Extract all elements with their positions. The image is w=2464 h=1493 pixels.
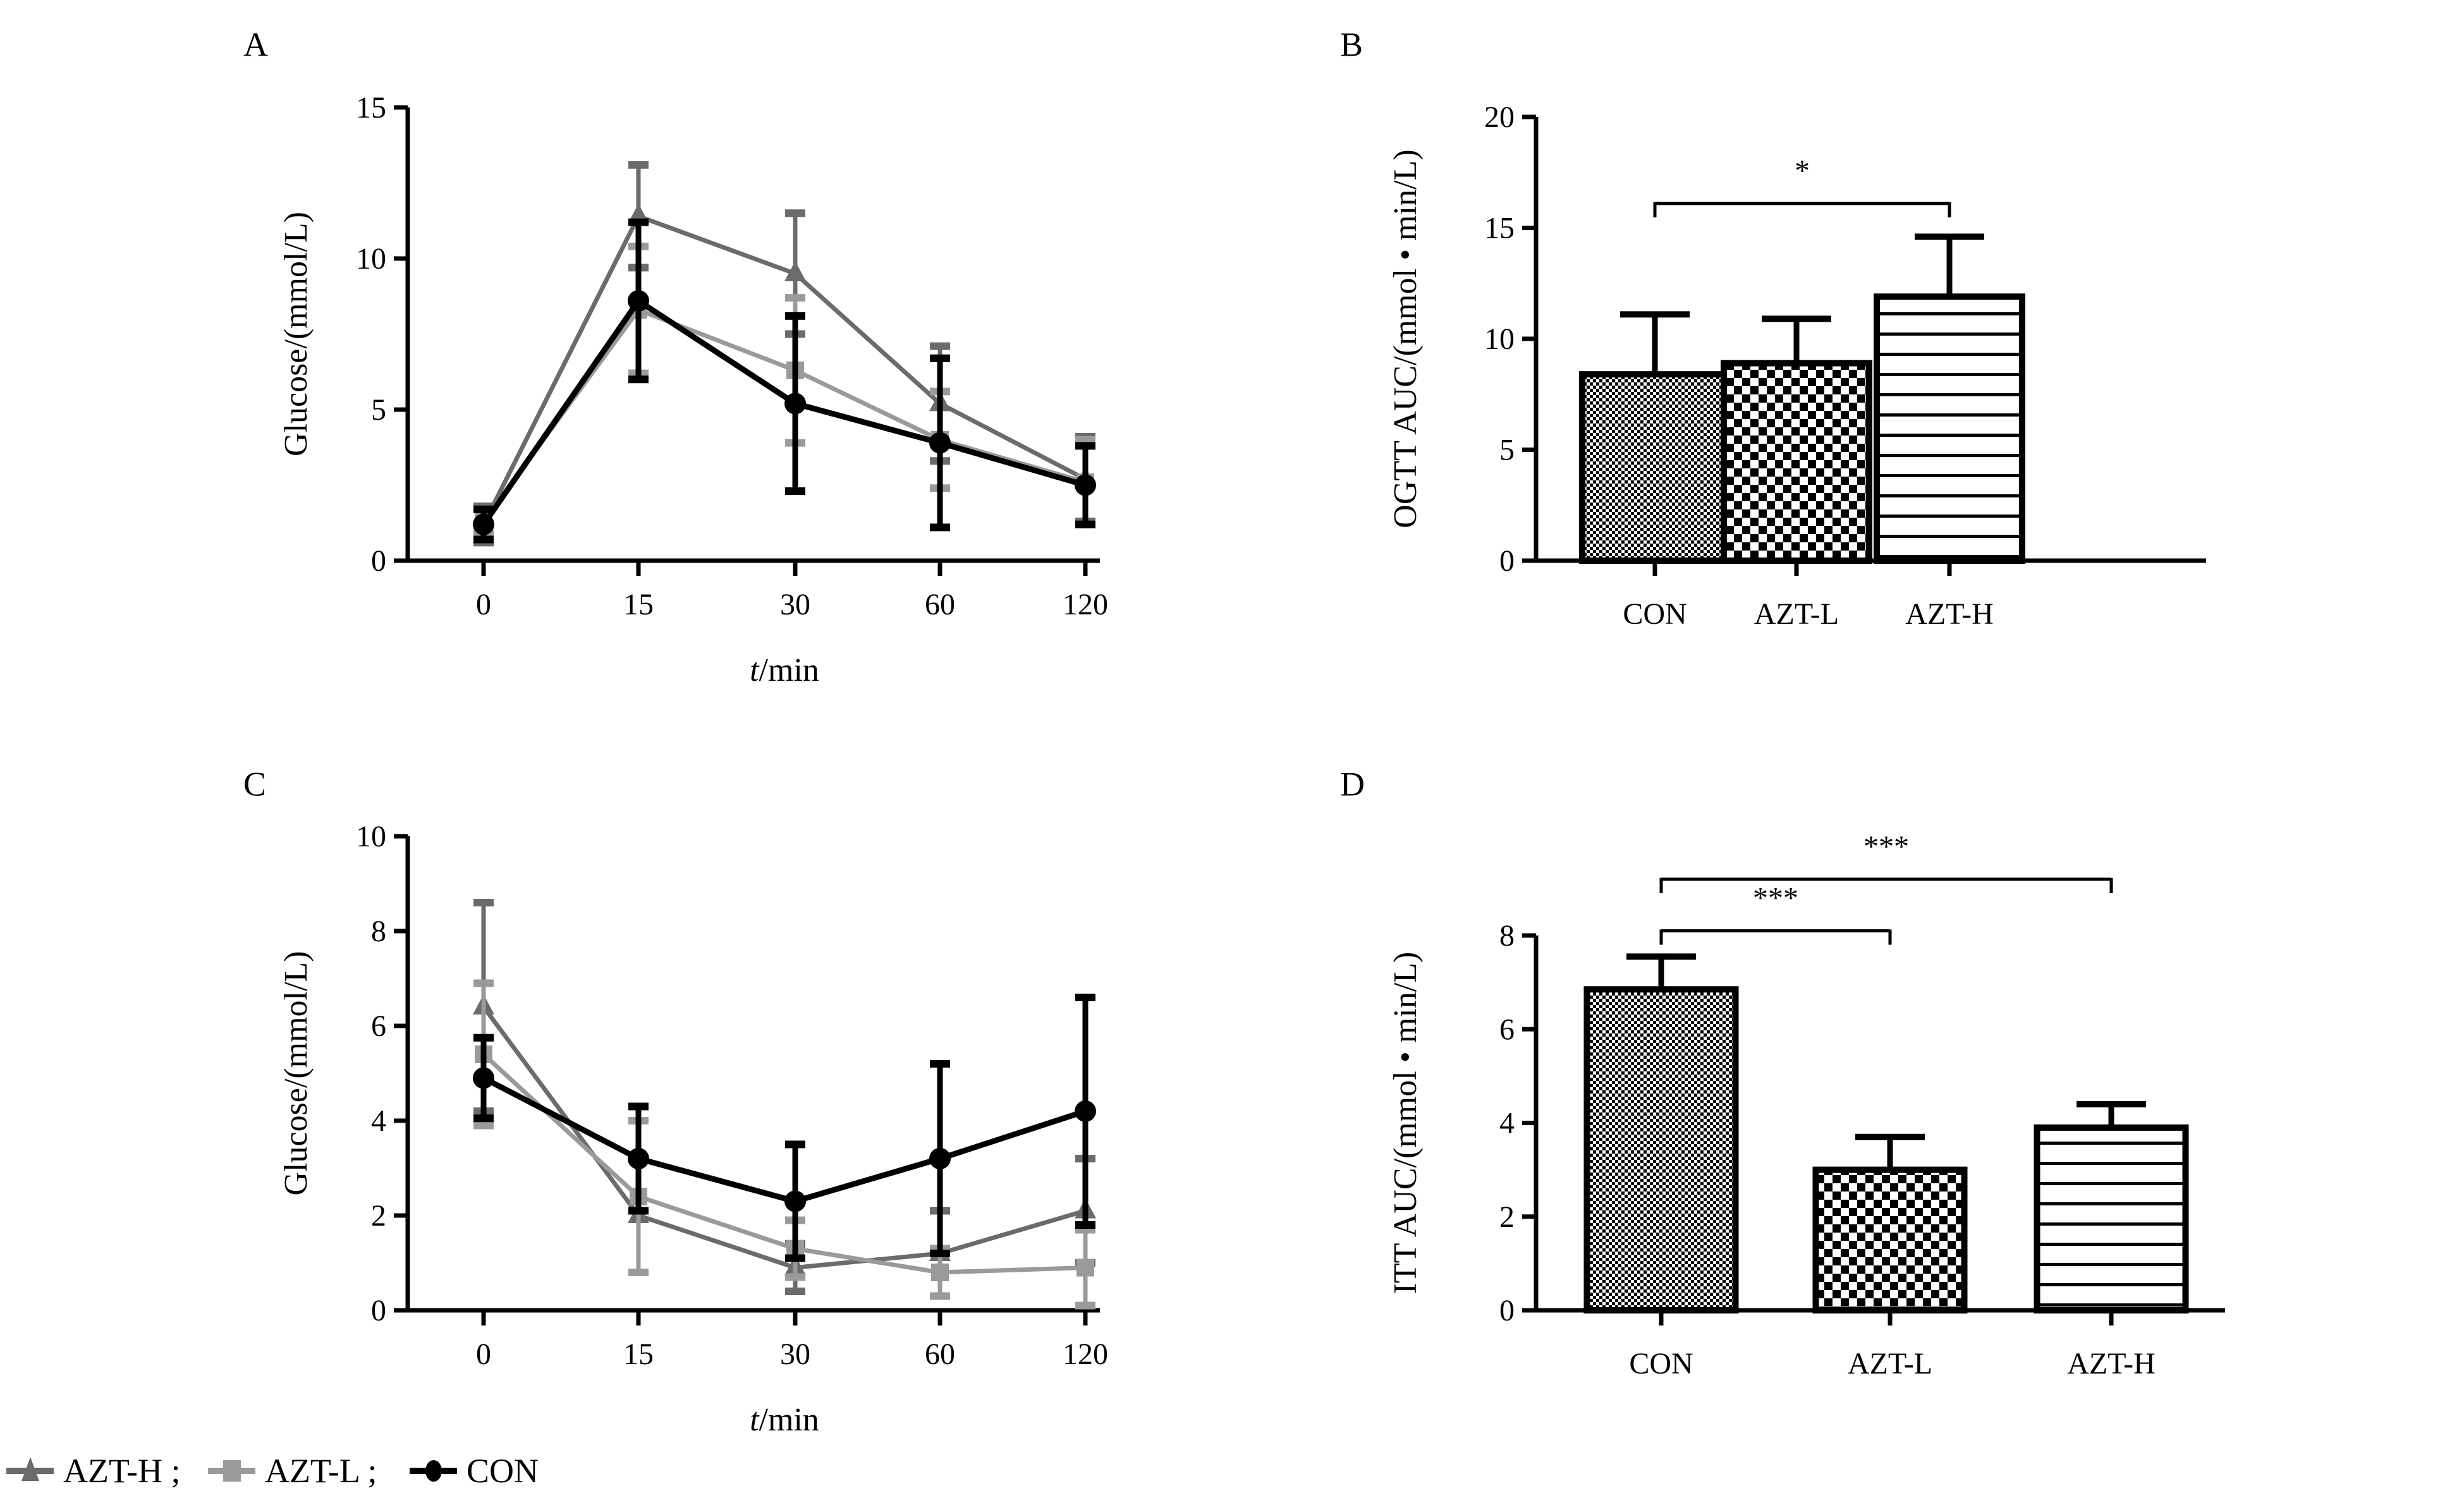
y-tick-label: 5 — [371, 393, 386, 427]
series-azt-h — [473, 161, 1096, 547]
x-tick-label: 15 — [623, 588, 654, 621]
legend-item-con: CON — [410, 1452, 539, 1490]
bar-azt-h — [2034, 1124, 2189, 1313]
y-tick-label: 4 — [1499, 1107, 1515, 1140]
panel-label: A — [243, 25, 268, 63]
chart-panel-c: C 0 2 4 6 8 10 0 15 30 60 120 Glucose/(mmol/L) t/min — [243, 765, 1108, 1438]
data-point — [784, 393, 806, 415]
significance-label: *** — [1863, 830, 1909, 863]
data-point — [929, 432, 951, 454]
x-tick-label: AZT-L — [1754, 597, 1839, 631]
y-tick-label: 4 — [371, 1104, 386, 1138]
y-tick-label: 15 — [356, 91, 386, 125]
significance-bracket: *** — [1659, 830, 2113, 894]
y-axis-title: OGTT AUC/(mmol • min/L) — [1388, 149, 1424, 528]
y-axis-title: ITT AUC/(mmol • min/L) — [1388, 952, 1424, 1295]
legend-label: AZT-H ; — [63, 1452, 181, 1490]
x-tick-label: 0 — [476, 588, 491, 621]
data-point — [1075, 474, 1096, 496]
y-tick-label: 10 — [356, 820, 386, 853]
x-tick-label: CON — [1623, 597, 1686, 631]
series-line — [482, 1052, 1086, 1275]
x-tick-label: 0 — [476, 1338, 491, 1371]
data-point — [628, 289, 649, 312]
legend-label: AZT-L ; — [265, 1452, 377, 1490]
x-tick-label: 30 — [780, 588, 810, 621]
bar-con — [1583, 986, 1739, 1314]
data-point — [628, 1148, 649, 1169]
x-tick-label: 60 — [925, 1338, 955, 1371]
data-point — [473, 513, 494, 535]
significance-label: * — [1795, 154, 1810, 188]
x-tick-label: 60 — [925, 588, 955, 621]
legend-label: CON — [467, 1452, 539, 1490]
data-point — [473, 1067, 494, 1089]
legend: AZT-H ; AZT-L ; CON — [6, 1452, 539, 1490]
y-tick-label: 10 — [356, 242, 386, 276]
x-tick-label: AZT-L — [1848, 1347, 1932, 1380]
series-azt-l — [473, 979, 1095, 1310]
data-point — [1075, 1100, 1096, 1122]
series-line — [481, 214, 1087, 526]
y-tick-label: 8 — [1499, 919, 1515, 953]
y-tick-label: 0 — [371, 544, 386, 578]
x-axis-title: t/min — [750, 1402, 819, 1438]
y-tick-label: 15 — [1484, 212, 1515, 245]
significance-bracket: *** — [1659, 882, 1892, 945]
y-axis-title: Glucose/(mmol/L) — [278, 212, 314, 456]
series-line — [481, 298, 1087, 527]
y-tick-label: 0 — [1499, 1294, 1515, 1327]
legend-marker-icon — [425, 1460, 442, 1482]
data-point — [929, 1148, 951, 1169]
chart-panel-b: B 0 5 10 15 20 CON AZT-L AZT-H OGTT AUC/(mmol • m… — [1340, 25, 2206, 631]
bar-azt-h — [1874, 293, 2025, 564]
panel-label: C — [243, 765, 266, 803]
y-tick-label: 2 — [1499, 1200, 1515, 1234]
chart-panel-d: D 0 2 4 6 8 CON AZT-L AZT-H ITT AUC/(mmol • min/L… — [1340, 765, 2225, 1380]
x-tick-label: 120 — [1063, 1338, 1108, 1371]
x-tick-label: 15 — [623, 1338, 654, 1371]
bar-con — [1579, 371, 1731, 564]
y-axis-title: Glucose/(mmol/L) — [278, 951, 314, 1195]
legend-item-azt-l: AZT-L ; — [208, 1452, 377, 1490]
data-point — [784, 1190, 806, 1212]
series-con — [473, 218, 1096, 544]
panel-label: D — [1340, 765, 1365, 803]
x-tick-label: AZT-H — [1905, 597, 1994, 631]
y-tick-label: 20 — [1484, 101, 1515, 134]
bar-azt-l — [1812, 1166, 1968, 1313]
x-tick-label: AZT-H — [2067, 1347, 2156, 1380]
series-azt-h — [473, 899, 1096, 1300]
x-tick-label: CON — [1629, 1347, 1693, 1380]
y-tick-label: 10 — [1484, 322, 1515, 356]
series-azt-l — [473, 242, 1095, 537]
y-tick-label: 0 — [1499, 544, 1515, 578]
x-tick-label: 120 — [1063, 588, 1108, 621]
data-point — [784, 260, 806, 281]
significance-label: *** — [1753, 882, 1798, 915]
x-tick-label: 30 — [780, 1338, 810, 1371]
y-tick-label: 6 — [1499, 1013, 1515, 1046]
panel-label: B — [1340, 25, 1363, 63]
series-con — [473, 994, 1096, 1262]
y-tick-label: 6 — [371, 1009, 386, 1043]
legend-marker-icon — [21, 1457, 39, 1481]
significance-bracket: * — [1653, 154, 1951, 217]
bar-azt-l — [1721, 360, 1872, 564]
legend-item-azt-h: AZT-H ; — [6, 1452, 181, 1490]
legend-marker-icon — [223, 1460, 241, 1482]
data-point — [1076, 1258, 1094, 1277]
y-tick-label: 2 — [371, 1199, 386, 1233]
x-axis-title: t/min — [750, 652, 819, 688]
y-tick-label: 8 — [371, 915, 386, 948]
chart-panel-a: A 0 5 10 15 0 15 30 60 120 Glucose/(mmol/L) t/min — [243, 25, 1108, 688]
y-tick-label: 0 — [371, 1294, 386, 1327]
y-tick-label: 5 — [1499, 434, 1515, 467]
data-point — [931, 1264, 949, 1281]
